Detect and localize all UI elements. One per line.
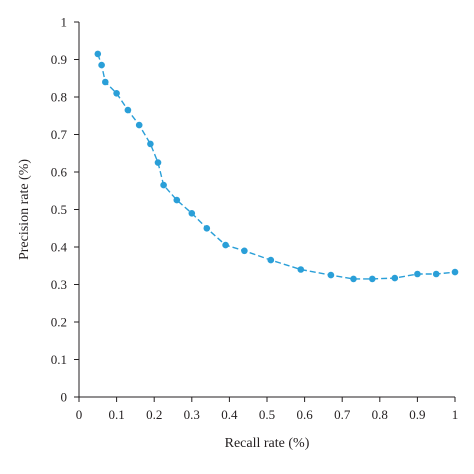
x-tick-label: 0.7	[334, 407, 351, 422]
y-tick-label: 0.5	[51, 202, 67, 217]
data-point	[154, 159, 162, 166]
series-group	[94, 50, 459, 283]
data-point	[391, 274, 399, 282]
x-tick-label: 0.4	[221, 407, 238, 422]
x-tick-label: 0.8	[372, 407, 388, 422]
x-axis-title: Recall rate (%)	[225, 436, 310, 451]
data-point	[369, 275, 376, 283]
data-point	[124, 106, 132, 114]
data-point	[147, 140, 154, 148]
data-point	[327, 271, 335, 279]
y-tick-label: 1	[61, 15, 68, 30]
y-tick-label: 0.3	[51, 277, 67, 292]
x-tick-label: 0.1	[108, 407, 124, 422]
y-axis-title: Precision rate (%)	[17, 159, 32, 260]
data-point	[160, 181, 167, 189]
data-point	[203, 225, 211, 232]
y-tick-label: 0.6	[51, 165, 68, 180]
axes	[78, 22, 455, 398]
data-point	[98, 61, 105, 69]
series-line	[97, 53, 456, 280]
y-tick-label: 0	[61, 390, 68, 405]
data-point	[267, 256, 275, 264]
data-point	[102, 78, 109, 86]
x-tick-label: 1	[452, 407, 459, 422]
y-tick-label: 0.2	[51, 315, 67, 330]
data-point	[297, 266, 305, 273]
y-tick-label: 0.7	[51, 127, 68, 142]
y-tick-label: 0.9	[51, 52, 67, 67]
data-point	[113, 90, 120, 97]
x-tick-label: 0.2	[146, 407, 162, 422]
y-ticks: 0 0.1 0.2 0.3 0.4 0.5 0.6 0.7 0.8 0.9 1	[51, 15, 79, 405]
data-point	[173, 196, 181, 204]
x-tick-label: 0.9	[409, 407, 425, 422]
data-point	[414, 270, 421, 278]
data-point	[350, 275, 357, 283]
x-tick-label: 0	[76, 407, 83, 422]
y-tick-label: 0.4	[51, 240, 68, 255]
x-tick-label: 0.6	[296, 407, 313, 422]
data-point	[188, 210, 196, 217]
data-point	[432, 270, 440, 278]
x-tick-label: 0.5	[259, 407, 275, 422]
data-point	[222, 241, 229, 249]
y-tick-label: 0.1	[51, 352, 67, 367]
data-point	[94, 50, 102, 58]
data-point	[135, 121, 143, 129]
data-point	[241, 247, 248, 255]
data-point	[451, 268, 459, 276]
x-tick-label: 0.3	[184, 407, 200, 422]
x-ticks: 0 0.1 0.2 0.3 0.4 0.5 0.6 0.7 0.8 0.9 1	[76, 397, 459, 422]
y-tick-label: 0.8	[51, 90, 67, 105]
